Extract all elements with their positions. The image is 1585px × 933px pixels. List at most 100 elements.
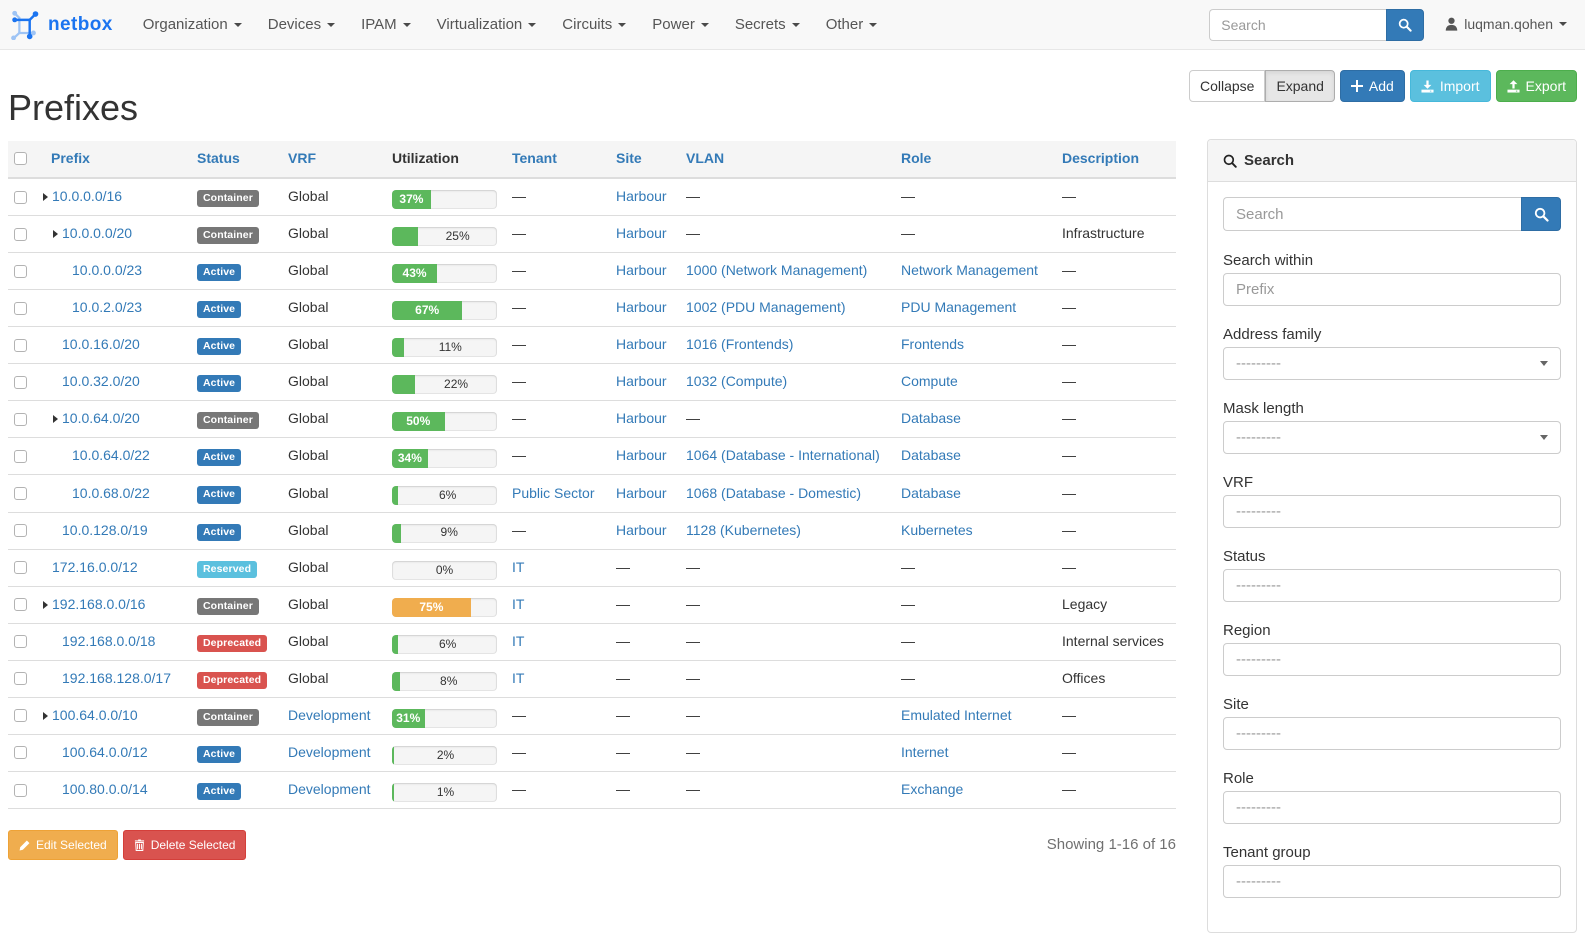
nav-item-secrets[interactable]: Secrets	[722, 0, 813, 50]
tenant-link[interactable]: Public Sector	[512, 484, 595, 501]
row-checkbox[interactable]	[14, 190, 27, 204]
prefix-link[interactable]: 100.64.0.0/12	[62, 743, 148, 760]
vlan-link[interactable]: 1000 (Network Management)	[686, 262, 868, 279]
filter-input-site[interactable]	[1223, 717, 1561, 751]
row-checkbox[interactable]	[14, 635, 27, 649]
filter-select-mask-length[interactable]	[1223, 421, 1561, 455]
prefix-link[interactable]: 192.168.0.0/16	[52, 595, 146, 612]
prefix-link[interactable]: 172.16.0.0/12	[52, 558, 138, 575]
select-all-checkbox[interactable]	[14, 152, 27, 166]
prefix-link[interactable]: 10.0.16.0/20	[62, 336, 140, 353]
nav-item-organization[interactable]: Organization	[130, 0, 255, 50]
prefix-link[interactable]: 10.0.128.0/19	[62, 521, 148, 538]
prefix-link[interactable]: 10.0.2.0/23	[72, 299, 143, 316]
row-checkbox[interactable]	[14, 561, 27, 575]
prefix-link[interactable]: 100.80.0.0/14	[62, 781, 148, 798]
prefix-link[interactable]: 100.64.0.0/10	[52, 706, 138, 723]
prefix-link[interactable]: 10.0.68.0/22	[72, 484, 150, 501]
prefix-link[interactable]: 192.168.0.0/18	[62, 632, 156, 649]
vlan-link[interactable]: 1068 (Database - Domestic)	[686, 484, 862, 501]
caret-right-icon[interactable]	[43, 193, 48, 202]
site-link[interactable]: Harbour	[616, 373, 667, 390]
netbox-logo[interactable]: netbox	[10, 10, 113, 40]
row-checkbox[interactable]	[14, 709, 27, 723]
row-checkbox[interactable]	[14, 449, 27, 463]
tenant-link[interactable]: IT	[512, 669, 525, 686]
role-link[interactable]: Database	[901, 484, 961, 501]
prefix-link[interactable]: 10.0.32.0/20	[62, 373, 140, 390]
filter-input-search-within[interactable]	[1223, 273, 1561, 307]
column-header-status[interactable]: Status	[197, 150, 240, 166]
site-link[interactable]: Harbour	[616, 225, 667, 242]
column-header-site[interactable]: Site	[616, 150, 642, 166]
row-checkbox[interactable]	[14, 301, 27, 315]
caret-right-icon[interactable]	[43, 711, 48, 720]
prefix-link[interactable]: 10.0.0.0/23	[72, 262, 143, 279]
prefix-link[interactable]: 192.168.128.0/17	[62, 669, 171, 686]
nav-item-virtualization[interactable]: Virtualization	[424, 0, 550, 50]
column-header-vrf[interactable]: VRF	[288, 150, 316, 166]
role-link[interactable]: PDU Management	[901, 299, 1017, 316]
filter-search-input[interactable]	[1223, 197, 1521, 232]
column-header-role[interactable]: Role	[901, 150, 932, 166]
filter-input-tenant-group[interactable]	[1223, 865, 1561, 899]
tenant-link[interactable]: IT	[512, 595, 525, 612]
column-header-tenant[interactable]: Tenant	[512, 150, 557, 166]
row-checkbox[interactable]	[14, 672, 27, 686]
nav-item-ipam[interactable]: IPAM	[348, 0, 424, 50]
site-link[interactable]: Harbour	[616, 299, 667, 316]
caret-right-icon[interactable]	[53, 230, 58, 239]
add-button[interactable]: Add	[1339, 70, 1405, 102]
role-link[interactable]: Internet	[901, 743, 949, 760]
vrf-link[interactable]: Development	[288, 743, 371, 760]
edit-selected-button[interactable]: Edit Selected	[8, 830, 118, 861]
role-link[interactable]: Frontends	[901, 336, 965, 353]
prefix-link[interactable]: 10.0.0.0/20	[62, 225, 133, 242]
vlan-link[interactable]: 1016 (Frontends)	[686, 336, 794, 353]
row-checkbox[interactable]	[14, 338, 27, 352]
column-header-prefix[interactable]: Prefix	[51, 150, 90, 166]
expand-button[interactable]: Expand	[1265, 70, 1335, 102]
nav-item-power[interactable]: Power	[639, 0, 722, 50]
role-link[interactable]: Emulated Internet	[901, 706, 1012, 723]
role-link[interactable]: Network Management	[901, 262, 1038, 279]
navbar-search-input[interactable]	[1209, 8, 1387, 41]
export-button[interactable]: Export	[1495, 70, 1577, 102]
role-link[interactable]: Compute	[901, 373, 958, 390]
nav-item-circuits[interactable]: Circuits	[549, 0, 639, 50]
site-link[interactable]: Harbour	[616, 410, 667, 427]
row-checkbox[interactable]	[14, 264, 27, 278]
row-checkbox[interactable]	[14, 598, 27, 612]
role-link[interactable]: Kubernetes	[901, 521, 973, 538]
caret-right-icon[interactable]	[43, 600, 48, 609]
site-link[interactable]: Harbour	[616, 521, 667, 538]
vlan-link[interactable]: 1032 (Compute)	[686, 373, 788, 390]
tenant-link[interactable]: IT	[512, 558, 525, 575]
role-link[interactable]: Exchange	[901, 781, 964, 798]
role-link[interactable]: Database	[901, 410, 961, 427]
navbar-search-button[interactable]	[1386, 8, 1425, 41]
site-link[interactable]: Harbour	[616, 262, 667, 279]
import-button[interactable]: Import	[1409, 70, 1491, 102]
filter-input-role[interactable]	[1223, 791, 1561, 825]
user-menu[interactable]: luqman.qohen	[1445, 15, 1567, 35]
site-link[interactable]: Harbour	[616, 447, 667, 464]
site-link[interactable]: Harbour	[616, 188, 667, 205]
delete-selected-button[interactable]: Delete Selected	[122, 830, 247, 861]
row-checkbox[interactable]	[14, 227, 27, 241]
filter-search-button[interactable]	[1521, 197, 1561, 232]
row-checkbox[interactable]	[14, 375, 27, 389]
role-link[interactable]: Database	[901, 447, 961, 464]
row-checkbox[interactable]	[14, 487, 27, 501]
vlan-link[interactable]: 1002 (PDU Management)	[686, 299, 846, 316]
row-checkbox[interactable]	[14, 412, 27, 426]
collapse-button[interactable]: Collapse	[1188, 70, 1266, 102]
caret-right-icon[interactable]	[53, 415, 58, 424]
filter-input-vrf[interactable]	[1223, 495, 1561, 529]
nav-item-other[interactable]: Other	[813, 0, 891, 50]
site-link[interactable]: Harbour	[616, 484, 667, 501]
filter-input-region[interactable]	[1223, 643, 1561, 677]
row-checkbox[interactable]	[14, 746, 27, 760]
prefix-link[interactable]: 10.0.64.0/20	[62, 410, 140, 427]
vlan-link[interactable]: 1128 (Kubernetes)	[686, 521, 801, 538]
